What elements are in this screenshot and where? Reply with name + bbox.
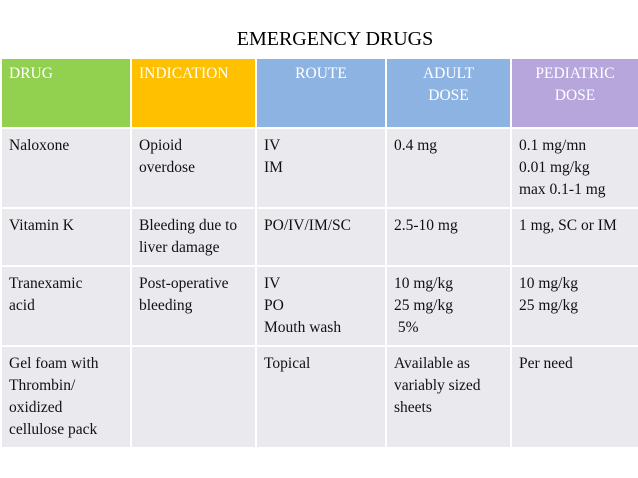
cell-line: 5% — [394, 319, 419, 336]
table-cell: IV IM — [255, 127, 387, 209]
cell-line: max 0.1-1 mg — [519, 181, 606, 198]
table-cell: 2.5-10 mg — [385, 207, 512, 267]
cell-line: DRUG — [9, 65, 53, 82]
table-cell: Vitamin K — [0, 207, 132, 267]
cell-line: DOSE — [428, 87, 469, 104]
cell-line: IV — [264, 137, 281, 154]
cell-line: Post-operative — [139, 275, 229, 292]
table-cell: 0.4 mg — [385, 127, 512, 209]
cell-line: 25 mg/kg — [394, 297, 453, 314]
cell-line: DOSE — [554, 87, 596, 104]
header-cell: ROUTE — [255, 57, 387, 129]
table-cell: Topical — [255, 345, 387, 449]
table-row: Naloxone Opioid overdose IV IM 0.4 mg 0.1 mg/m… — [0, 127, 638, 209]
table-cell: 0.1 mg/mn 0.01 mg/kg max 0.1-1 mg — [510, 127, 638, 209]
cell-line: 10 mg/kg — [394, 275, 453, 292]
cell-line: ROUTE — [295, 65, 347, 82]
header-row: DRUG INDICATION ROUTE ADULT DOSE PEDIATRIC DOS… — [0, 57, 638, 129]
table-cell: Available as variably sized sheets — [385, 345, 512, 449]
cell-line: overdose — [139, 159, 195, 176]
cell-line: 0.4 mg — [394, 137, 438, 154]
cell-line: ADULT — [422, 65, 475, 82]
table-cell: 10 mg/kg 25 mg/kg 5% — [385, 265, 512, 347]
header-cell: DRUG — [0, 57, 132, 129]
cell-line: IV — [264, 275, 281, 292]
cell-line: Mouth wash — [264, 319, 342, 336]
table-row: Vitamin K Bleeding due to liver damage PO/I… — [0, 207, 638, 267]
table-cell: Gel foam with Thrombin/oxidized cellulose … — [0, 345, 132, 449]
table-cell — [130, 345, 257, 449]
cell-line: cellulose pack — [9, 421, 98, 438]
table-body: Naloxone Opioid overdose IV IM 0.4 mg 0.1 mg/m… — [0, 127, 638, 449]
header-cell: PEDIATRIC DOSE — [510, 57, 638, 129]
cell-line: Tranexamic — [9, 275, 83, 292]
cell-line: sheets — [394, 399, 432, 416]
table-cell: PO/IV/IM/SC — [255, 207, 387, 267]
cell-line: oxidized — [9, 399, 63, 416]
slide-title: EMERGENCY DRUGS — [236, 28, 434, 50]
cell-line: 10 mg/kg — [519, 275, 578, 292]
cell-line: acid — [9, 297, 35, 314]
cell-line: bleeding — [139, 297, 193, 314]
table-cell: Bleeding due to liver damage — [130, 207, 257, 267]
cell-line: Vitamin K — [9, 217, 74, 234]
cell-line: Thrombin/ — [9, 377, 76, 394]
table-cell: 10 mg/kg 25 mg/kg — [510, 265, 638, 347]
cell-line: 0.1 mg/mn — [519, 137, 587, 154]
cell-line: 2.5-10 mg — [394, 217, 458, 234]
table-row: Gel foam with Thrombin/oxidized cellulose … — [0, 345, 638, 449]
header-cell: INDICATION — [130, 57, 257, 129]
table-cell: Opioid overdose — [130, 127, 257, 209]
cell-line: INDICATION — [139, 65, 229, 82]
cell-line: PO — [264, 297, 284, 314]
cell-line: Opioid — [139, 137, 183, 154]
cell-line: Naloxone — [9, 137, 70, 154]
cell-line: PO/IV/IM/SC — [264, 217, 351, 234]
cell-line: liver damage — [139, 239, 220, 256]
table-cell: Per need — [510, 345, 638, 449]
cell-line: Topical — [264, 355, 311, 372]
cell-line: Available as — [394, 355, 470, 372]
table-cell: Naloxone — [0, 127, 132, 209]
cell-line: variably sized — [394, 377, 481, 394]
cell-line: Per need — [519, 355, 573, 372]
cell-line: PEDIATRIC — [535, 65, 615, 82]
cell-line: 1 mg, SC or IM — [519, 217, 617, 234]
cell-line: 0.01 mg/kg — [519, 159, 590, 176]
table-row: Tranexamic acid Post-operative bleeding IV PO… — [0, 265, 638, 347]
header-cell: ADULT DOSE — [385, 57, 512, 129]
cell-line: Gel foam with — [9, 355, 99, 372]
cell-line: 25 mg/kg — [519, 297, 578, 314]
table-cell: IV PO Mouth wash — [255, 265, 387, 347]
table-cell: Tranexamic acid — [0, 265, 132, 347]
cell-line: Bleeding due to — [139, 217, 238, 234]
drug-table: DRUG INDICATION ROUTE ADULT DOSE PEDIATRIC DOS… — [0, 57, 638, 449]
table-cell: 1 mg, SC or IM — [510, 207, 638, 267]
table-cell: Post-operative bleeding — [130, 265, 257, 347]
cell-line: IM — [264, 159, 283, 176]
